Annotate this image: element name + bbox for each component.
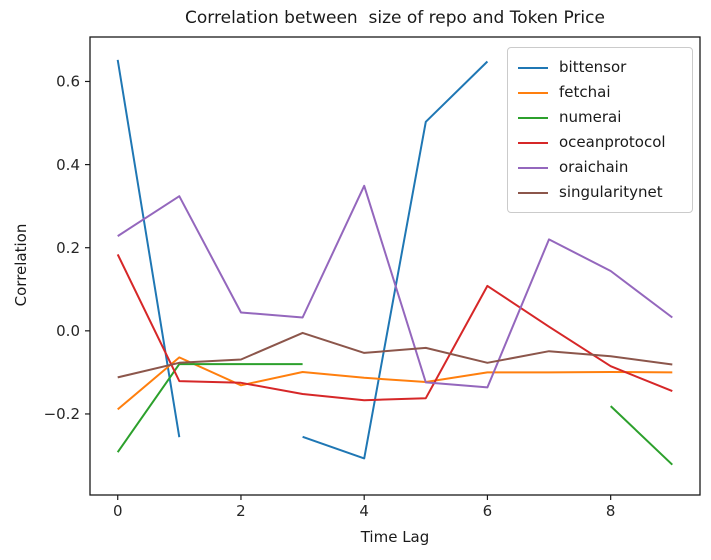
legend-swatch-oceanprotocol <box>518 141 548 144</box>
series-line-bittensor <box>116 59 489 460</box>
legend-label: oceanprotocol <box>559 133 666 151</box>
legend-item-bittensor: bittensor <box>518 55 682 80</box>
y-tick-label: 0.4 <box>56 156 80 174</box>
legend-label: singularitynet <box>559 183 663 201</box>
y-tick-label: 0.0 <box>56 322 80 340</box>
series-line-singularitynet <box>117 331 673 379</box>
chart-title: Correlation between size of repo and Tok… <box>185 8 605 28</box>
legend-item-numerai: numerai <box>518 105 682 130</box>
legend-swatch-singularitynet <box>518 191 548 194</box>
legend-label: fetchai <box>559 83 611 101</box>
x-tick-label: 4 <box>359 502 369 520</box>
x-tick-label: 0 <box>113 502 123 520</box>
y-ticks: 0.6 0.4 0.2 0.0 −0.2 <box>44 73 90 423</box>
series-line-oraichain <box>117 184 673 389</box>
legend-swatch-fetchai <box>518 91 548 94</box>
x-tick-label: 2 <box>236 502 246 520</box>
legend-label: bittensor <box>559 58 627 76</box>
legend-item-singularitynet: singularitynet <box>518 180 682 205</box>
legend-swatch-numerai <box>518 116 548 119</box>
legend: bittensor fetchai numerai oceanprotocol orai… <box>507 47 693 213</box>
y-tick-label: 0.6 <box>56 73 80 91</box>
legend-label: oraichain <box>559 158 629 176</box>
legend-item-oceanprotocol: oceanprotocol <box>518 130 682 155</box>
plot-frame <box>89 36 701 496</box>
legend-label: numerai <box>559 108 622 126</box>
x-tick-label: 6 <box>483 502 493 520</box>
y-tick-label: −0.2 <box>44 405 80 423</box>
legend-swatch-oraichain <box>518 166 548 169</box>
x-tick-label: 8 <box>606 502 616 520</box>
legend-item-oraichain: oraichain <box>518 155 682 180</box>
series-line-oceanprotocol <box>116 253 673 402</box>
legend-swatch-bittensor <box>518 66 548 69</box>
x-axis-label: Time Lag <box>360 528 430 546</box>
x-ticks: 0 2 4 6 8 <box>113 495 615 520</box>
y-tick-label: 0.2 <box>56 239 80 257</box>
series-line-fetchai <box>117 356 673 411</box>
legend-item-fetchai: fetchai <box>518 80 682 105</box>
series-line-numerai <box>116 363 673 466</box>
